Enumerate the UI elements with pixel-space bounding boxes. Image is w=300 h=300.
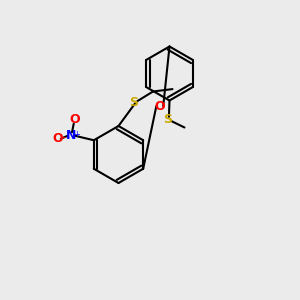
Text: S: S bbox=[129, 95, 138, 109]
Text: O: O bbox=[69, 113, 80, 126]
Text: S: S bbox=[164, 113, 172, 127]
Text: -: - bbox=[61, 132, 65, 142]
Text: +: + bbox=[73, 130, 80, 139]
Text: O: O bbox=[154, 100, 165, 112]
Text: O: O bbox=[52, 132, 62, 145]
Text: N: N bbox=[66, 129, 76, 142]
